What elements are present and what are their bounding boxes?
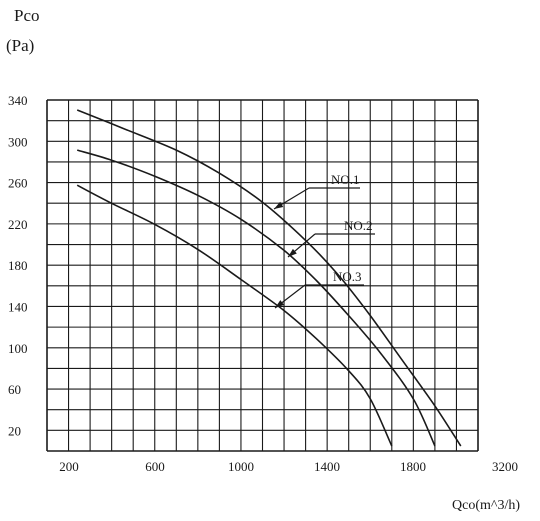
y-tick-label: 220: [8, 217, 28, 232]
axis-tick-labels: 200 600 1000 1400 1800 3200 340 300 260 220 180 140…: [8, 93, 518, 474]
y-tick-label: 60: [8, 382, 21, 397]
y-tick-label: 260: [8, 176, 28, 191]
y-tick-label: 180: [8, 258, 28, 273]
x-tick-label: 1000: [228, 459, 254, 474]
curve-line-2: [76, 149, 436, 447]
x-tick-label: 600: [145, 459, 165, 474]
curve-label-1: NO.1: [331, 172, 360, 187]
y-tick-label: 140: [8, 299, 28, 314]
y-tick-label: 340: [8, 93, 28, 108]
curve-labels: NO.1 NO.2 NO.3: [273, 172, 375, 309]
chart-grid: [46, 99, 479, 452]
curve-label-arrowhead: [288, 248, 297, 257]
x-tick-label: 200: [59, 459, 79, 474]
x-tick-label: 1400: [314, 459, 340, 474]
curve-label-arrowhead: [275, 300, 284, 308]
x-axis-title: Qco(m^3/h): [452, 498, 520, 513]
y-tick-label: 300: [8, 134, 28, 149]
curve-line-1: [76, 109, 462, 447]
curve-line-3: [76, 184, 393, 447]
x-tick-label: 3200: [492, 459, 518, 474]
y-tick-label: 20: [8, 423, 21, 438]
y-tick-label: 100: [8, 341, 28, 356]
x-tick-label: 1800: [400, 459, 426, 474]
curve-label-arrowhead: [274, 201, 284, 209]
y-axis-title-line1: Pco: [14, 6, 40, 25]
chart-curves: [76, 109, 462, 447]
curve-label-3: NO.3: [333, 269, 362, 284]
curve-label-2: NO.2: [344, 218, 373, 233]
y-axis-title-line2: (Pa): [6, 36, 35, 55]
